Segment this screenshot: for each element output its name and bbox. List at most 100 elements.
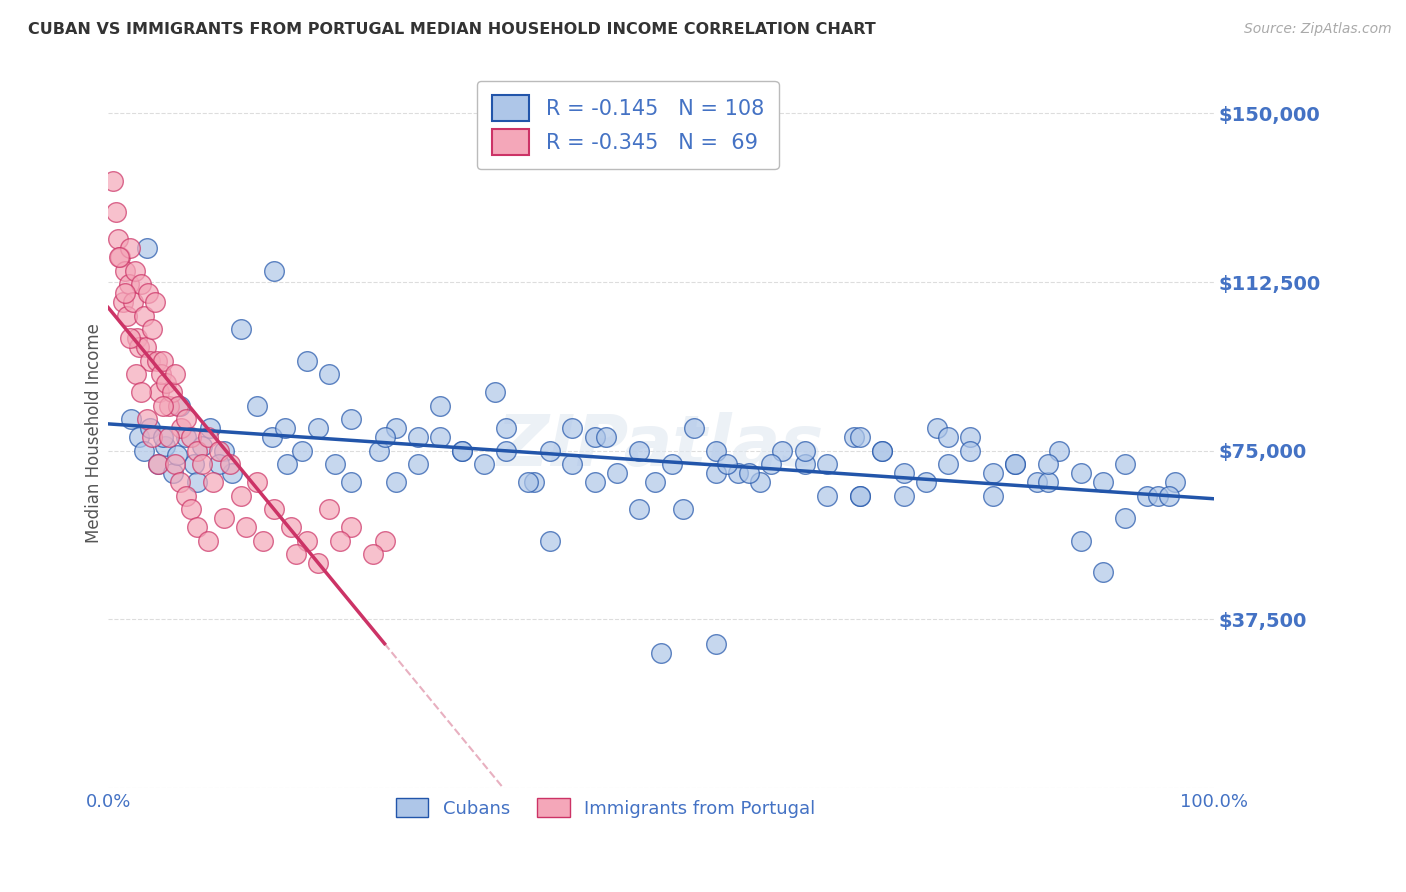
- Point: [180, 430, 202, 444]
- Point: [174, 430, 197, 444]
- Point: [111, 295, 134, 310]
- Point: [163, 457, 186, 471]
- Point: [915, 475, 938, 489]
- Point: [927, 421, 949, 435]
- Point: [141, 322, 163, 336]
- Point: [139, 421, 162, 435]
- Point: [125, 368, 148, 382]
- Point: [981, 466, 1004, 480]
- Point: [183, 457, 205, 471]
- Point: [162, 385, 184, 400]
- Point: [148, 385, 170, 400]
- Point: [191, 439, 214, 453]
- Point: [295, 353, 318, 368]
- Point: [981, 489, 1004, 503]
- Point: [152, 430, 174, 444]
- Point: [451, 443, 474, 458]
- Legend: Cubans, Immigrants from Portugal: Cubans, Immigrants from Portugal: [388, 791, 823, 825]
- Point: [661, 457, 683, 471]
- Point: [136, 286, 159, 301]
- Point: [169, 475, 191, 489]
- Point: [246, 399, 269, 413]
- Point: [318, 368, 340, 382]
- Point: [340, 520, 363, 534]
- Point: [121, 295, 143, 310]
- Point: [672, 502, 695, 516]
- Point: [384, 475, 406, 489]
- Point: [202, 475, 225, 489]
- Point: [373, 430, 395, 444]
- Point: [186, 443, 208, 458]
- Point: [340, 475, 363, 489]
- Point: [291, 443, 314, 458]
- Point: [429, 399, 451, 413]
- Point: [166, 399, 188, 413]
- Point: [139, 353, 162, 368]
- Point: [186, 520, 208, 534]
- Point: [229, 489, 252, 503]
- Point: [280, 520, 302, 534]
- Point: [169, 399, 191, 413]
- Point: [132, 309, 155, 323]
- Point: [495, 443, 517, 458]
- Text: CUBAN VS IMMIGRANTS FROM PORTUGAL MEDIAN HOUSEHOLD INCOME CORRELATION CHART: CUBAN VS IMMIGRANTS FROM PORTUGAL MEDIAN…: [28, 22, 876, 37]
- Point: [368, 443, 391, 458]
- Point: [120, 412, 142, 426]
- Point: [959, 443, 981, 458]
- Point: [135, 241, 157, 255]
- Point: [208, 457, 231, 471]
- Point: [538, 533, 561, 548]
- Point: [936, 430, 959, 444]
- Point: [893, 466, 915, 480]
- Point: [1036, 457, 1059, 471]
- Point: [153, 439, 176, 453]
- Point: [131, 277, 153, 292]
- Point: [263, 264, 285, 278]
- Point: [186, 475, 208, 489]
- Point: [110, 250, 132, 264]
- Point: [893, 489, 915, 503]
- Point: [124, 264, 146, 278]
- Point: [197, 533, 219, 548]
- Point: [849, 430, 872, 444]
- Point: [152, 353, 174, 368]
- Point: [683, 421, 706, 435]
- Text: ZIPatlas: ZIPatlas: [498, 412, 824, 482]
- Point: [174, 489, 197, 503]
- Point: [115, 309, 138, 323]
- Point: [704, 466, 727, 480]
- Point: [517, 475, 540, 489]
- Point: [627, 443, 650, 458]
- Point: [1164, 475, 1187, 489]
- Point: [135, 412, 157, 426]
- Point: [1070, 466, 1092, 480]
- Point: [285, 547, 308, 561]
- Point: [472, 457, 495, 471]
- Point: [166, 448, 188, 462]
- Point: [107, 232, 129, 246]
- Point: [340, 412, 363, 426]
- Point: [704, 637, 727, 651]
- Point: [815, 457, 838, 471]
- Point: [163, 368, 186, 382]
- Point: [1136, 489, 1159, 503]
- Point: [125, 331, 148, 345]
- Point: [146, 457, 169, 471]
- Point: [128, 340, 150, 354]
- Point: [772, 443, 794, 458]
- Text: Source: ZipAtlas.com: Source: ZipAtlas.com: [1244, 22, 1392, 37]
- Point: [120, 331, 142, 345]
- Point: [114, 286, 136, 301]
- Point: [1092, 475, 1115, 489]
- Point: [150, 368, 173, 382]
- Point: [246, 475, 269, 489]
- Point: [263, 502, 285, 516]
- Point: [1047, 443, 1070, 458]
- Point: [1114, 511, 1136, 525]
- Point: [120, 241, 142, 255]
- Point: [146, 353, 169, 368]
- Point: [738, 466, 761, 480]
- Point: [363, 547, 385, 561]
- Point: [162, 466, 184, 480]
- Point: [104, 205, 127, 219]
